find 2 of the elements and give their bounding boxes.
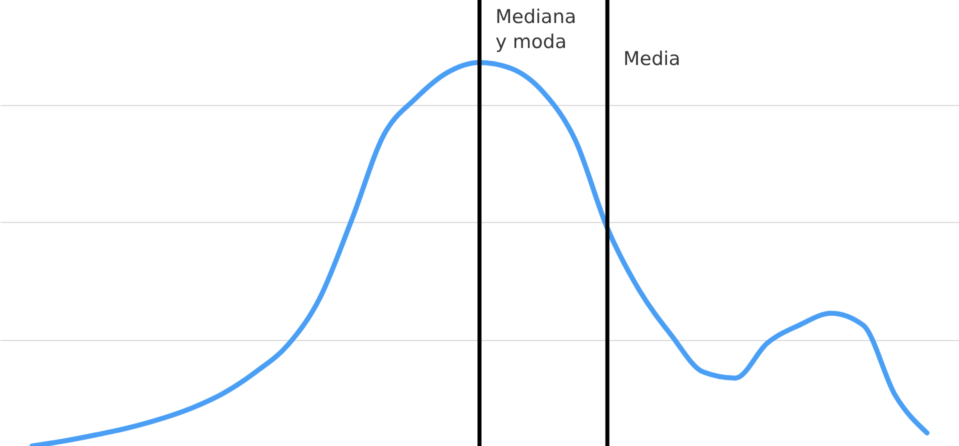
annotation: Media [623, 48, 680, 70]
text: Mediana y moda [496, 6, 576, 53]
